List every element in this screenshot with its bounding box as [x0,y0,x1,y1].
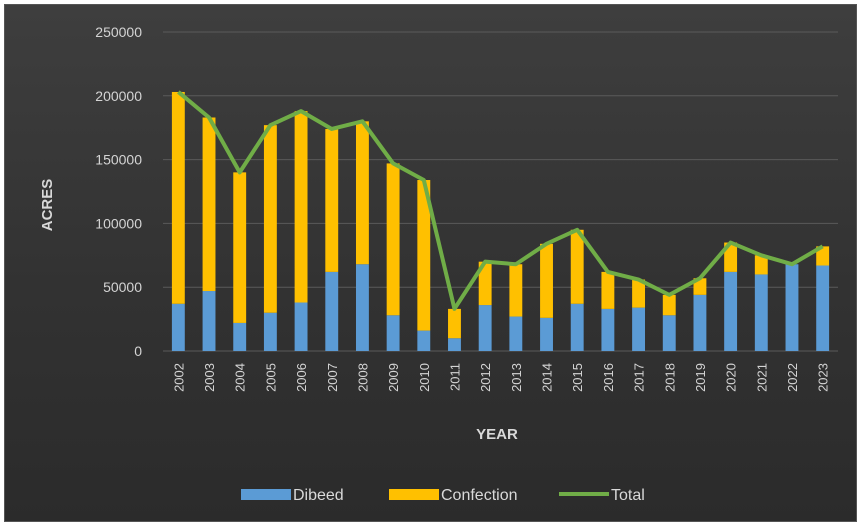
bar-dibeed-2002 [171,303,185,351]
x-tick-label: 2006 [294,363,309,392]
bar-confection-2014 [540,243,553,318]
bar-confection-2010 [417,180,431,331]
x-tick-label: 2016 [601,363,616,392]
x-tick-label: 2008 [355,363,370,392]
y-tick-label: 0 [134,343,142,359]
x-tick-label: 2007 [325,363,340,392]
y-tick-label: 200000 [95,88,142,104]
bar-confection-2011 [448,308,461,339]
bar-dibeed-2006 [294,302,308,351]
bar-dibeed-2014 [540,317,553,351]
total-line-layer [177,90,824,311]
bar-confection-2020 [724,242,738,272]
bar-dibeed-2017 [632,307,646,351]
bar-dibeed-2018 [662,315,676,351]
x-tick-label: 2022 [785,363,800,392]
bars [171,91,830,351]
bar-confection-2002 [171,91,185,304]
x-tick-label: 2021 [754,363,769,392]
bar-dibeed-2016 [601,308,615,351]
legend-label-confection: Confection [441,487,518,504]
x-tick-label: 2005 [263,363,278,392]
y-tick-label: 150000 [95,152,142,168]
x-tick-label: 2013 [509,363,524,392]
legend-swatch-dibeed [241,489,291,500]
y-tick-label: 250000 [95,24,142,40]
bar-dibeed-2005 [263,312,277,351]
bar-confection-2009 [386,163,400,316]
bar-confection-2004 [233,172,247,323]
bar-dibeed-2010 [417,330,431,351]
bar-dibeed-2004 [233,322,247,351]
x-tick-label: 2012 [478,363,493,392]
legend-label-dibeed: Dibeed [293,487,344,504]
bar-confection-2016 [601,271,615,309]
bar-confection-2003 [202,117,216,292]
bar-dibeed-2022 [785,264,799,351]
bar-dibeed-2021 [754,274,768,351]
x-tick-label: 2018 [662,363,677,392]
y-tick-labels: 0 50000 100000 150000 200000 250000 [95,24,142,359]
x-tick-label: 2019 [693,363,708,392]
x-axis-title: YEAR [476,426,518,443]
x-tick-label: 2011 [447,363,462,391]
bar-confection-2017 [632,279,646,308]
bar-confection-2007 [325,128,339,272]
bar-dibeed-2013 [509,316,523,351]
bar-confection-2013 [509,264,523,317]
legend-swatch-confection [389,489,439,500]
bar-confection-2023 [816,246,830,266]
x-tick-label: 2009 [386,363,401,392]
y-tick-label: 100000 [95,215,142,231]
bar-dibeed-2003 [202,291,216,351]
legend-label-total: Total [611,487,645,504]
bar-dibeed-2008 [355,264,369,351]
bar-confection-2008 [355,121,369,265]
x-tick-label: 2003 [202,363,217,392]
bar-confection-2019 [693,278,707,295]
bar-confection-2015 [570,229,584,304]
bar-confection-2005 [263,125,277,313]
chart-frame: 0 50000 100000 150000 200000 250000 2002 2003 2… [4,4,857,522]
bar-dibeed-2023 [816,265,830,351]
x-tick-label: 2015 [570,363,585,392]
bar-dibeed-2007 [325,271,339,351]
x-tick-label: 2017 [632,363,647,392]
bar-dibeed-2012 [478,305,492,351]
x-tick-label: 2023 [816,363,831,392]
bar-confection-2021 [754,255,768,275]
x-tick-label: 2010 [417,363,432,392]
y-tick-label: 50000 [103,279,142,295]
bar-confection-2018 [662,294,676,316]
bar-confection-2012 [478,261,492,306]
legend: Dibeed Confection Total [241,487,645,504]
bar-dibeed-2009 [386,315,400,351]
total-line [177,90,824,311]
x-tick-label: 2004 [233,363,248,392]
bar-dibeed-2019 [693,294,707,351]
bar-dibeed-2011 [448,338,461,351]
bar-dibeed-2020 [724,271,738,351]
x-tick-label: 2014 [540,363,555,392]
y-axis-title: ACRES [39,179,56,232]
x-tick-label: 2002 [171,363,186,392]
x-tick-label: 2020 [724,363,739,392]
bar-dibeed-2015 [570,303,584,351]
bar-confection-2006 [294,111,308,303]
x-tick-labels: 2002 2003 2004 2005 2006 2007 2008 2009 2010 2011… [171,363,830,392]
